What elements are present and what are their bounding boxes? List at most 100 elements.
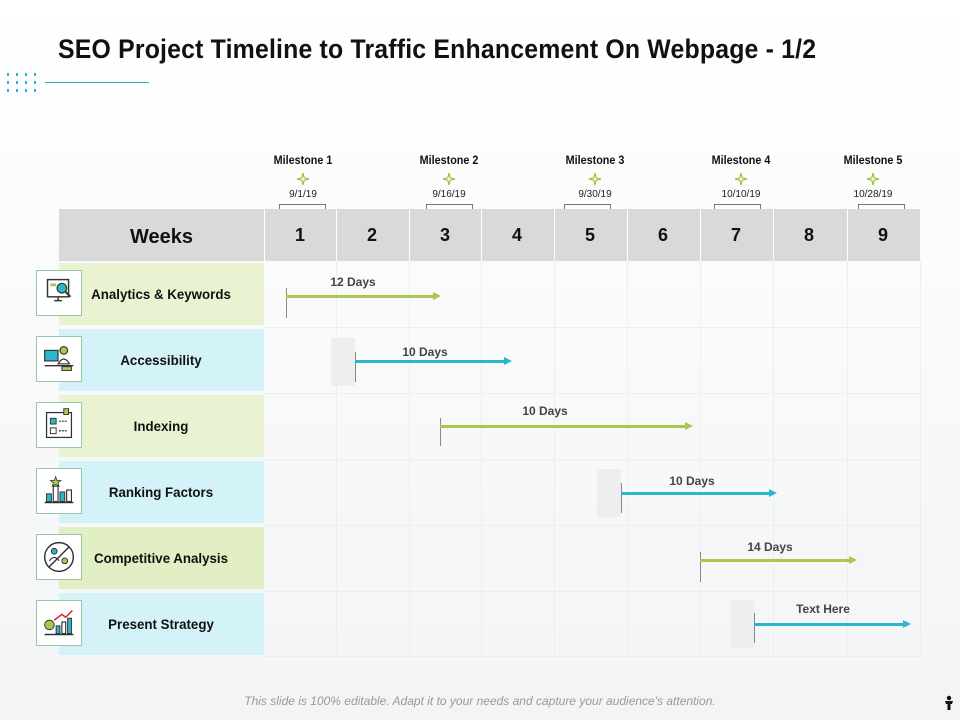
- header-divider: [700, 209, 701, 261]
- grid-line: [264, 459, 920, 460]
- bar-start-marker: [440, 418, 441, 446]
- task-row-background: [59, 395, 264, 457]
- grid-line: [773, 261, 774, 656]
- milestone-label: Milestone 3: [565, 153, 625, 167]
- task-row-indexing: Indexing: [36, 395, 264, 457]
- header-divider: [481, 209, 482, 261]
- strategy-icon: [36, 600, 82, 646]
- week-3: 3: [439, 225, 450, 245]
- header-divider: [409, 209, 410, 261]
- milestone-label: Milestone 5: [843, 153, 903, 167]
- milestone-star-icon: [296, 172, 310, 186]
- task-label: Ranking Factors: [108, 484, 214, 500]
- footer-note: This slide is 100% editable. Adapt it to…: [244, 694, 716, 708]
- task-label: Competitive Analysis: [93, 550, 229, 566]
- grid-line: [627, 261, 628, 656]
- task-row-accessibility: Accessibility: [36, 329, 264, 391]
- task-row-background: [59, 461, 264, 523]
- milestone-2: Milestone 2 9/16/19: [394, 153, 504, 200]
- week-6: 6: [657, 225, 668, 245]
- duration-label: 10 Days: [402, 345, 448, 359]
- accessibility-icon: [36, 336, 82, 382]
- grid-line: [481, 261, 482, 656]
- task-label: Accessibility: [120, 352, 202, 368]
- milestone-star-icon: [588, 172, 602, 186]
- milestone-3: Milestone 3 9/30/19: [540, 153, 650, 200]
- duration-label: Text Here: [796, 602, 850, 616]
- task-row-background: [59, 527, 264, 589]
- bar-start-marker: [355, 352, 356, 382]
- bar-start-marker: [286, 288, 287, 318]
- task-row-background: [59, 263, 264, 325]
- gantt-bar-present-strategy: [754, 620, 911, 628]
- task-row-analytics-keywords: Analytics & Keywords: [36, 263, 264, 325]
- competitive-icon: [36, 534, 82, 580]
- grid-line: [264, 591, 920, 592]
- week-4: 4: [511, 225, 522, 245]
- milestone-bracket: [714, 204, 761, 211]
- person-icon: [945, 695, 953, 710]
- milestone-date: 9/16/19: [432, 189, 466, 200]
- grid-line: [700, 261, 701, 656]
- indexing-icon: [36, 402, 82, 448]
- task-label: Present Strategy: [108, 616, 214, 632]
- milestone-bracket: [279, 204, 326, 211]
- task-row-ranking-factors: Ranking Factors: [36, 461, 264, 523]
- duration-label: 12 Days: [330, 275, 376, 289]
- duration-label: 14 Days: [747, 540, 793, 554]
- grid-line: [264, 393, 920, 394]
- page-title: SEO Project Timeline to Traffic Enhancem…: [58, 34, 817, 64]
- gantt-bar-indexing: [440, 422, 693, 430]
- milestone-bracket: [564, 204, 611, 211]
- milestone-star-icon: [442, 172, 456, 186]
- milestone-1: Milestone 1 9/1/19: [248, 153, 358, 200]
- grid-line: [920, 261, 921, 656]
- duration-label: 10 Days: [669, 474, 715, 488]
- header-divider: [264, 209, 265, 261]
- header-divider: [847, 209, 848, 261]
- bar-shadow: [730, 600, 754, 648]
- task-label: Indexing: [133, 418, 189, 434]
- milestone-4: Milestone 4 10/10/19: [686, 153, 796, 200]
- header-divider: [554, 209, 555, 261]
- milestone-star-icon: [734, 172, 748, 186]
- analytics-icon: [36, 270, 82, 316]
- header-divider: [773, 209, 774, 261]
- title-underline: [45, 82, 149, 83]
- milestone-5: Milestone 5 10/28/19: [818, 153, 928, 200]
- gantt-bar-accessibility: [355, 357, 512, 365]
- task-row-competitive-analysis: Competitive Analysis: [36, 527, 264, 589]
- week-2: 2: [366, 225, 377, 245]
- milestone-date: 10/10/19: [721, 189, 761, 200]
- milestone-label: Milestone 1: [273, 153, 333, 167]
- milestone-star-icon: [866, 172, 880, 186]
- week-8: 8: [803, 225, 814, 245]
- weeks-header-row: [59, 209, 920, 261]
- duration-label: 10 Days: [522, 404, 568, 418]
- grid-line: [264, 656, 920, 657]
- grid-line: [409, 261, 410, 656]
- week-5: 5: [584, 225, 595, 245]
- weeks-header-label: Weeks: [129, 226, 193, 248]
- gantt-bar-ranking-factors: [621, 489, 777, 497]
- grid-line: [264, 327, 920, 328]
- milestone-date: 9/30/19: [578, 189, 612, 200]
- task-row-background: [59, 329, 264, 391]
- gantt-bar-analytics-keywords: [286, 292, 441, 300]
- header-divider: [336, 209, 337, 261]
- milestone-label: Milestone 2: [419, 153, 479, 167]
- bar-start-marker: [621, 483, 622, 513]
- bar-shadow: [331, 338, 355, 386]
- bar-shadow: [597, 469, 621, 517]
- week-7: 7: [730, 225, 741, 245]
- gantt-bar-competitive-analysis: [700, 556, 857, 564]
- milestone-bracket: [426, 204, 473, 211]
- bar-start-marker: [700, 552, 701, 582]
- milestone-bracket: [858, 204, 905, 211]
- grid-line: [847, 261, 848, 656]
- bar-start-marker: [754, 613, 755, 643]
- dot-grid-decoration: [7, 73, 36, 92]
- task-row-background: [59, 593, 264, 655]
- grid-line: [264, 525, 920, 526]
- task-label: Analytics & Keywords: [91, 286, 231, 302]
